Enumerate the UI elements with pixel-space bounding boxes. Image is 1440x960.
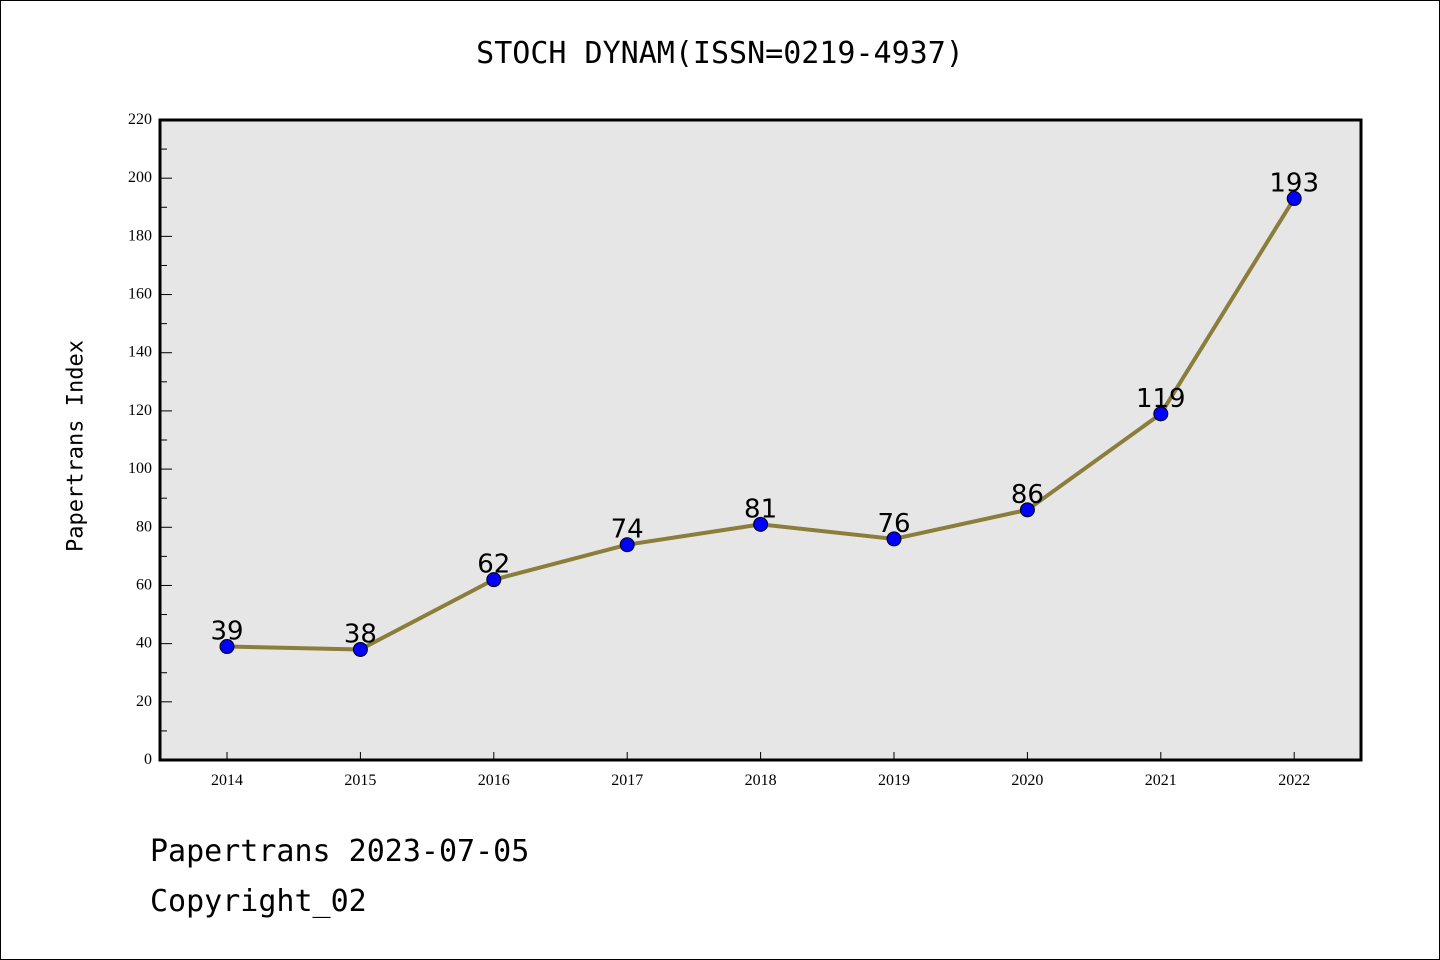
y-tick-label: 220 bbox=[128, 111, 152, 128]
x-tick-label: 2018 bbox=[745, 772, 777, 789]
y-tick-label: 140 bbox=[128, 344, 152, 361]
y-tick-label: 100 bbox=[128, 460, 152, 477]
x-tick-label: 2014 bbox=[211, 772, 243, 789]
data-label: 76 bbox=[877, 509, 910, 539]
data-point-marker bbox=[753, 516, 769, 532]
data-label: 81 bbox=[744, 494, 777, 524]
data-label: 38 bbox=[344, 619, 377, 649]
y-axis-ticks: 0 20 40 60 80 100 120 140 160 180 200 220 bbox=[128, 111, 172, 768]
y-tick-label: 80 bbox=[136, 518, 152, 535]
data-point-marker bbox=[352, 641, 368, 657]
x-tick-label: 2015 bbox=[344, 772, 376, 789]
x-tick-label: 2021 bbox=[1145, 772, 1177, 789]
series-markers bbox=[219, 191, 1302, 657]
y-tick-label: 120 bbox=[128, 402, 152, 419]
data-point-marker bbox=[619, 537, 635, 553]
x-tick-label: 2017 bbox=[611, 772, 643, 789]
footer-copyright: Copyright_02 bbox=[150, 884, 367, 919]
y-tick-label: 20 bbox=[136, 693, 152, 710]
x-tick-label: 2016 bbox=[478, 772, 510, 789]
data-label: 193 bbox=[1269, 169, 1319, 199]
y-tick-label: 200 bbox=[128, 169, 152, 186]
data-label: 119 bbox=[1136, 384, 1186, 414]
y-tick-label: 60 bbox=[136, 576, 152, 593]
data-label: 62 bbox=[477, 550, 510, 580]
data-label: 39 bbox=[210, 617, 243, 647]
y-tick-label: 180 bbox=[128, 227, 152, 244]
y-tick-label: 0 bbox=[144, 751, 152, 768]
x-tick-label: 2022 bbox=[1278, 772, 1310, 789]
data-point-marker bbox=[1286, 191, 1302, 207]
data-point-marker bbox=[219, 639, 235, 655]
data-point-marker bbox=[486, 572, 502, 588]
x-axis-ticks: 2014 2015 2016 2017 2018 2019 2020 2021 2022 bbox=[211, 752, 1310, 789]
data-point-marker bbox=[1153, 406, 1169, 422]
data-label: 86 bbox=[1011, 480, 1044, 510]
y-tick-label: 40 bbox=[136, 635, 152, 652]
x-tick-label: 2019 bbox=[878, 772, 910, 789]
data-point-marker bbox=[886, 531, 902, 547]
data-label: 74 bbox=[611, 515, 644, 545]
plot-area bbox=[158, 118, 1363, 762]
y-tick-label: 160 bbox=[128, 286, 152, 303]
footer-source-date: Papertrans 2023-07-05 bbox=[150, 834, 530, 869]
x-tick-label: 2020 bbox=[1011, 772, 1043, 789]
chart-title: STOCH DYNAM(ISSN=0219-4937) bbox=[476, 36, 964, 71]
data-point-marker bbox=[1019, 502, 1035, 518]
data-labels: 39 38 62 74 81 76 86 119 193 bbox=[210, 169, 1319, 650]
